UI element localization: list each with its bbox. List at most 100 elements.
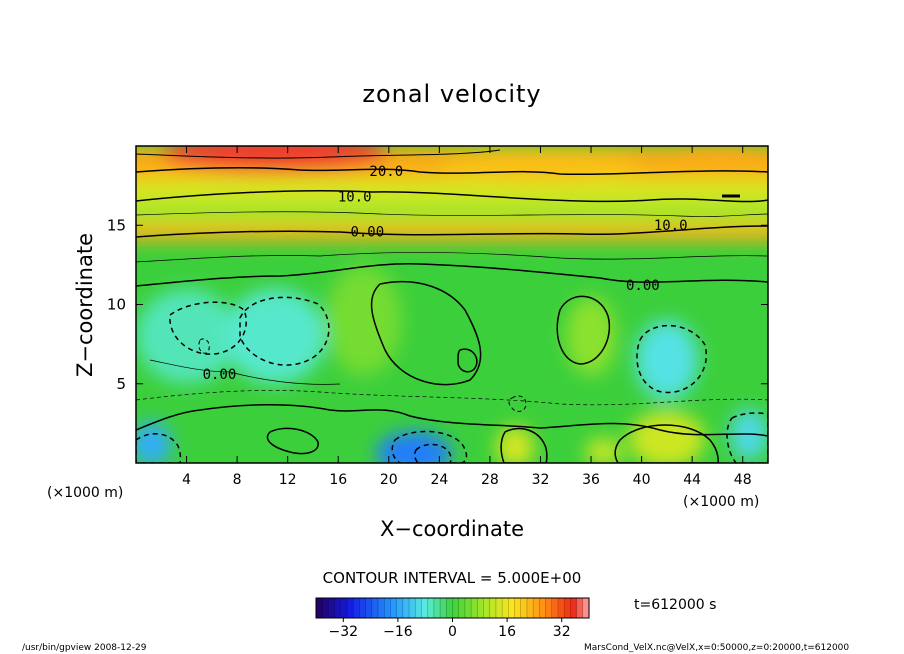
contour-line — [508, 395, 527, 412]
colorbar-swatch — [322, 598, 330, 618]
colorbar-swatch — [353, 598, 361, 618]
colorbar-swatch — [384, 598, 392, 618]
x-tick-label: 16 — [329, 472, 347, 488]
y-axis: 5 10 15 — [107, 216, 768, 393]
field-blob — [136, 421, 172, 463]
field-blob — [654, 146, 768, 175]
colorbar-swatch — [334, 598, 342, 618]
colorbar-swatch — [477, 598, 485, 618]
contour-line — [136, 252, 768, 263]
colorbar-swatch — [576, 598, 584, 618]
colorbar-tick-label: 32 — [553, 624, 571, 640]
y-tick-label: 10 — [107, 296, 126, 314]
contour-line — [136, 189, 768, 203]
contour-label: 10.0 — [654, 218, 688, 234]
contour-line — [500, 427, 548, 463]
contour-label: 20.0 — [369, 164, 403, 180]
colorbar-swatch — [390, 598, 398, 618]
colorbar-swatch — [365, 598, 373, 618]
colorbar-swatch — [396, 598, 404, 618]
colorbar-swatch — [371, 598, 379, 618]
time-label: t=612000 s — [634, 597, 716, 613]
colorbar-tick-label: 16 — [498, 624, 516, 640]
colorbar-swatch — [545, 598, 553, 618]
colorbar-swatch — [495, 598, 503, 618]
plot-area: 20.0 10.0 10.0 0.00 0.00 0.00 — [135, 145, 769, 464]
colorbar-swatch — [508, 598, 516, 618]
field-blob — [496, 426, 535, 463]
colorbar-swatch — [533, 598, 540, 618]
contour-line — [370, 280, 482, 386]
field-blob — [584, 437, 623, 463]
x-axis-label: X−coordinate — [380, 517, 524, 541]
contour-line — [457, 348, 478, 373]
x-tick-label: 40 — [633, 472, 651, 488]
colorbar-swatch — [471, 598, 478, 618]
field-blob — [628, 410, 705, 463]
y-axis-label: Z−coordinate — [73, 233, 97, 377]
colorbar-swatch — [514, 598, 522, 618]
colorbar-tick-label: −16 — [383, 624, 413, 640]
field-blob — [161, 146, 389, 172]
footer-left: /usr/bin/gpview 2008-12-29 — [22, 643, 147, 653]
x-tick-label: 12 — [279, 472, 297, 488]
contour-label: 0.00 — [626, 278, 660, 294]
colorbar-swatch — [464, 598, 472, 618]
field-band — [136, 177, 768, 202]
colorbar-swatch — [452, 598, 460, 618]
x-tick-label: 4 — [182, 472, 191, 488]
colorbar-swatch — [340, 598, 348, 618]
colorbar-swatch — [378, 598, 385, 618]
colorbar-swatch — [415, 598, 423, 618]
contour-line — [136, 263, 768, 287]
field-blob — [565, 296, 617, 376]
x-tick-label: 36 — [582, 472, 600, 488]
colorbar-swatch — [433, 598, 441, 618]
colorbar-swatch — [421, 598, 429, 618]
colorbar-gradient — [315, 598, 590, 618]
contour-lines — [136, 149, 768, 463]
x-tick-label: 48 — [734, 472, 752, 488]
contour-line — [136, 211, 768, 217]
colorbar-swatch — [316, 598, 323, 618]
field-blob — [136, 288, 238, 384]
colorbar-swatch — [520, 598, 528, 618]
colorbar-swatch — [564, 598, 571, 618]
x-tick-label: 20 — [380, 472, 398, 488]
x-unit-left: (×1000 m) — [47, 485, 123, 501]
contour-line — [136, 390, 768, 406]
contour-interval-label: CONTOUR INTERVAL = 5.000E+00 — [323, 569, 582, 587]
contour-labels: 20.0 10.0 10.0 0.00 0.00 0.00 — [203, 164, 688, 383]
contour-line — [136, 167, 768, 176]
colorbar-swatch — [489, 598, 497, 618]
y-tick-label: 5 — [116, 375, 126, 393]
colorbar-swatch — [446, 598, 454, 618]
colorbar-swatch — [359, 598, 367, 618]
colorbar-swatch — [582, 598, 590, 618]
contour-line — [136, 149, 501, 159]
colorbar-swatch — [557, 598, 565, 618]
colorbar-ticks: −32 −16 0 16 32 — [329, 618, 571, 640]
x-axis: 4 8 12 16 20 24 28 32 36 40 44 48 — [182, 146, 752, 488]
contour-label: 10.0 — [338, 189, 372, 205]
contour-line — [136, 404, 768, 437]
x-tick-label: 28 — [481, 472, 499, 488]
field-blob — [224, 288, 326, 384]
colorbar-tick-label: 0 — [448, 624, 457, 640]
colorbar-swatch — [328, 598, 336, 618]
contour-line — [198, 338, 210, 354]
field-blob — [439, 149, 642, 181]
colorbar-swatch — [551, 598, 559, 618]
contour-label: 0.00 — [203, 367, 237, 383]
colorbar-swatch — [458, 598, 466, 618]
contour-line — [556, 295, 611, 365]
colorbar-tick-label: −32 — [329, 624, 359, 640]
colorbar-swatch — [483, 598, 491, 618]
field-blob — [635, 320, 699, 400]
field-blob — [325, 264, 402, 376]
colorbar-swatch — [570, 598, 578, 618]
contour-line — [136, 225, 768, 238]
colorbar-swatch — [409, 598, 416, 618]
contour-line — [413, 443, 452, 463]
